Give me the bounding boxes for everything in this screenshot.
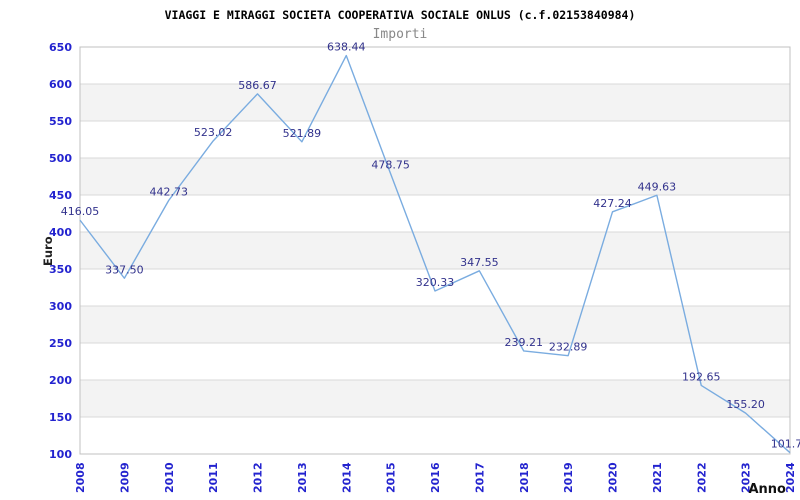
x-tick-label: 2010 — [163, 462, 176, 493]
plot-band — [80, 380, 790, 417]
data-line — [79, 54, 791, 454]
x-tick-label: 2018 — [518, 462, 531, 493]
x-axis-title: Anno — [748, 482, 786, 497]
x-tick-label: 2013 — [296, 462, 309, 493]
plot-border-group — [79, 46, 791, 455]
y-tick-label: 350 — [49, 263, 72, 276]
value-label: 523.02 — [194, 126, 233, 139]
y-tick-label: 500 — [49, 152, 72, 165]
value-label: 427.24 — [593, 197, 632, 210]
value-label: 337.50 — [105, 263, 144, 276]
plot-band — [80, 84, 790, 121]
value-label: 155.20 — [726, 398, 765, 411]
x-tick-label: 2009 — [118, 462, 131, 493]
y-axis-title: Euro — [41, 236, 55, 266]
x-tick-label: 2012 — [252, 462, 265, 493]
value-label: 232.89 — [549, 341, 588, 354]
value-label: 320.33 — [416, 276, 455, 289]
y-tick-label: 100 — [49, 448, 72, 461]
y-tick-label: 150 — [49, 411, 72, 424]
x-tick-label: 2021 — [651, 462, 664, 493]
x-tick-label: 2020 — [607, 462, 620, 493]
x-axis-tick-labels: 2008 2009 2010 2011 2012 2013 2014 2015 2016 2017… — [74, 462, 797, 493]
value-label: 101.79 — [771, 438, 800, 451]
value-label: 449.63 — [638, 180, 677, 193]
x-tick-label: 2014 — [340, 462, 353, 493]
data-series — [79, 54, 791, 454]
plot-band — [80, 232, 790, 269]
value-label: 442.73 — [150, 185, 189, 198]
chart-subtitle: Importi — [373, 27, 428, 42]
x-tick-label: 2016 — [429, 462, 442, 493]
plot-bands — [80, 84, 790, 417]
value-label: 192.65 — [682, 370, 721, 383]
y-tick-label: 250 — [49, 337, 72, 350]
value-labels: 416.05 337.50 442.73 523.02 586.67 521.89 638.… — [61, 41, 800, 451]
x-tick-label: 2011 — [207, 462, 220, 493]
x-tick-label: 2023 — [740, 462, 753, 493]
y-tick-label: 550 — [49, 115, 72, 128]
y-tick-label: 600 — [49, 78, 72, 91]
plot-band — [80, 306, 790, 343]
y-tick-label: 200 — [49, 374, 72, 387]
y-tick-label: 650 — [49, 41, 72, 54]
value-label: 586.67 — [238, 79, 277, 92]
value-label: 478.75 — [371, 159, 410, 172]
value-label: 347.55 — [460, 256, 499, 269]
plot-band — [80, 158, 790, 195]
value-label: 416.05 — [61, 205, 100, 218]
plot-border — [79, 46, 791, 455]
x-tick-label: 2008 — [74, 462, 87, 493]
value-label: 521.89 — [283, 127, 322, 140]
value-label: 638.44 — [327, 41, 366, 54]
x-tick-label: 2022 — [695, 462, 708, 493]
y-axis-tick-labels: 100 150 200 250 300 350 400 450 500 550 600 650 — [49, 41, 72, 461]
x-tick-label: 2019 — [562, 462, 575, 493]
value-label: 239.21 — [505, 336, 544, 349]
y-tick-label: 400 — [49, 226, 72, 239]
x-tick-label: 2017 — [473, 462, 486, 493]
chart-title: VIAGGI E MIRAGGI SOCIETA COOPERATIVA SOC… — [165, 8, 636, 22]
y-tick-label: 450 — [49, 189, 72, 202]
x-tick-label: 2024 — [784, 462, 797, 493]
y-tick-label: 300 — [49, 300, 72, 313]
x-tick-label: 2015 — [385, 462, 398, 493]
